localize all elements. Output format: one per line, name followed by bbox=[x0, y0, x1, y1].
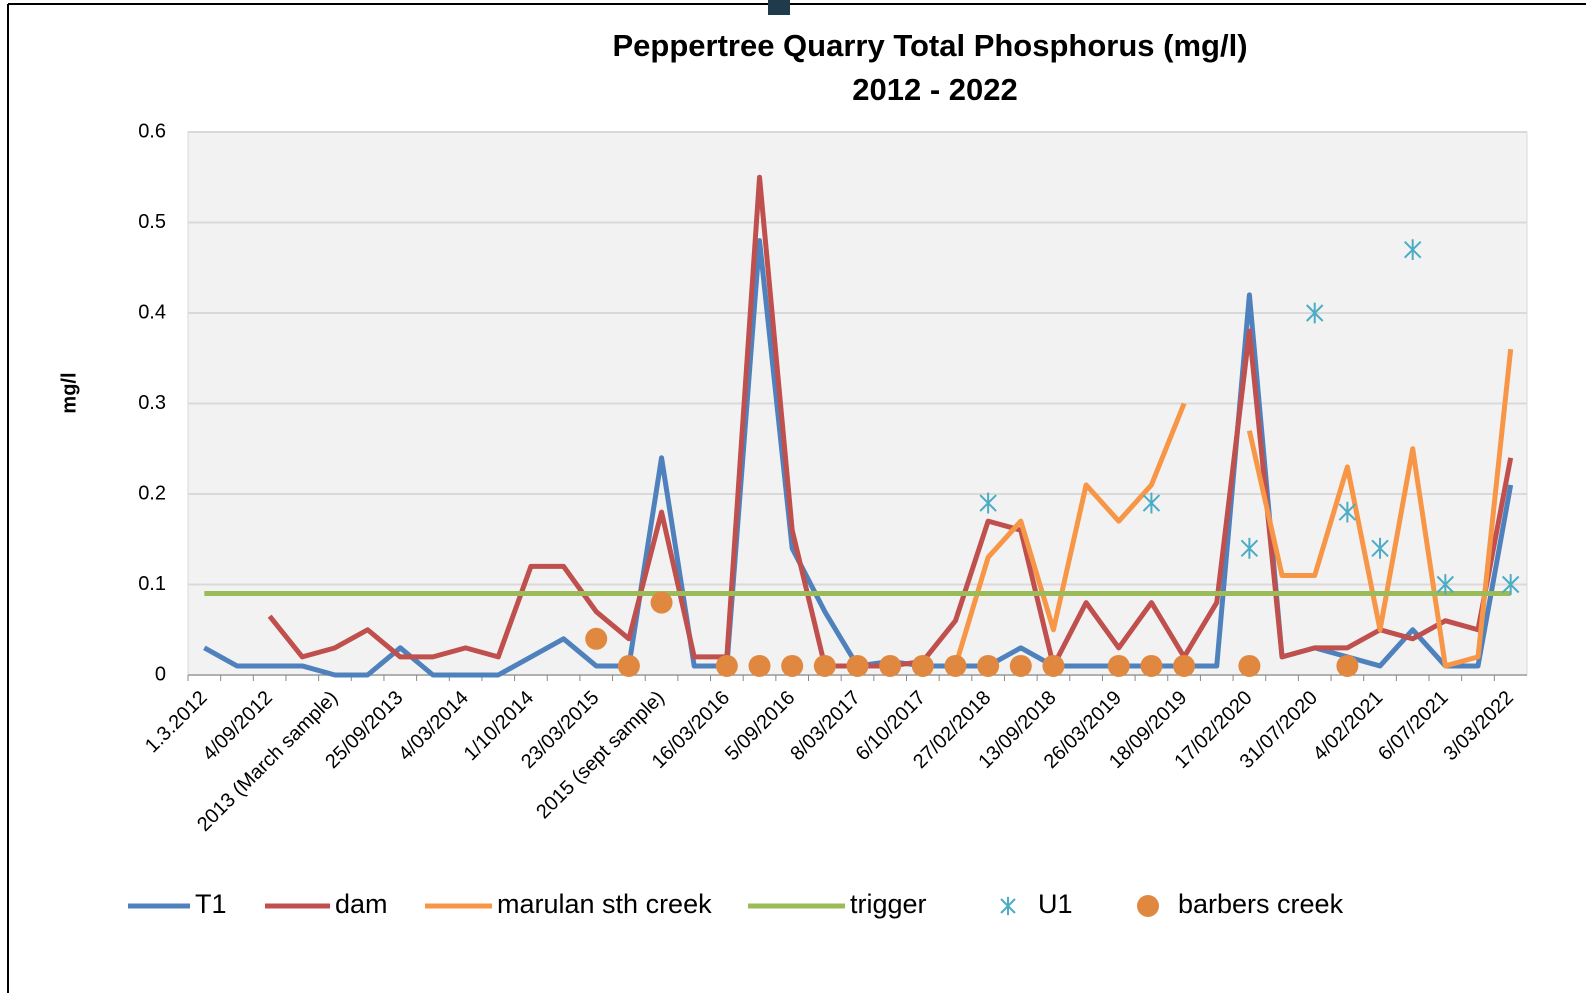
dot-marker bbox=[879, 654, 902, 677]
chart-subtitle: 2012 - 2022 bbox=[852, 72, 1017, 107]
y-tick-label: 0 bbox=[155, 663, 166, 685]
dot-marker bbox=[1107, 654, 1130, 677]
y-axis-title: mg/l bbox=[58, 372, 80, 413]
chart-title: Peppertree Quarry Total Phosphorus (mg/l… bbox=[612, 28, 1247, 63]
dot-marker bbox=[1173, 654, 1196, 677]
legend-swatch bbox=[1137, 895, 1159, 917]
dot-marker bbox=[748, 654, 771, 677]
legend-label: dam bbox=[335, 889, 388, 919]
dot-marker bbox=[781, 654, 804, 677]
dot-marker bbox=[911, 654, 934, 677]
dot-marker bbox=[585, 627, 608, 650]
star-marker bbox=[979, 492, 997, 514]
dot-marker bbox=[1042, 654, 1065, 677]
dot-marker bbox=[1140, 654, 1163, 677]
y-tick-label: 0.1 bbox=[138, 573, 166, 595]
dot-marker bbox=[813, 654, 836, 677]
dot-marker bbox=[977, 654, 1000, 677]
dot-marker bbox=[944, 654, 967, 677]
star-marker bbox=[1371, 537, 1389, 559]
dot-marker bbox=[1238, 654, 1261, 677]
dot-marker bbox=[650, 591, 673, 614]
dot-marker bbox=[617, 654, 640, 677]
legend-swatch bbox=[1000, 896, 1016, 916]
y-tick-label: 0.4 bbox=[138, 301, 166, 323]
handle bbox=[768, 0, 790, 15]
legend-label: marulan sth creek bbox=[497, 889, 712, 919]
dot-marker bbox=[1009, 654, 1032, 677]
y-tick-label: 0.2 bbox=[138, 482, 166, 504]
star-marker bbox=[1338, 501, 1357, 523]
y-tick-label: 0.5 bbox=[138, 211, 166, 233]
legend-label: U1 bbox=[1038, 889, 1073, 919]
star-marker bbox=[1306, 302, 1324, 324]
legend-label: T1 bbox=[195, 889, 227, 919]
legend-label: barbers creek bbox=[1178, 889, 1344, 919]
star-marker bbox=[1436, 574, 1455, 595]
y-tick-label: 0.3 bbox=[138, 392, 166, 414]
dot-marker bbox=[1336, 654, 1359, 677]
star-marker bbox=[1142, 492, 1161, 514]
dot-marker bbox=[715, 654, 738, 677]
series-line bbox=[953, 348, 1514, 669]
legend-label: trigger bbox=[850, 889, 927, 919]
star-marker bbox=[1501, 574, 1520, 595]
star-marker bbox=[1240, 537, 1259, 559]
y-tick-label: 0.6 bbox=[138, 120, 166, 142]
star-marker bbox=[1403, 239, 1422, 261]
dot-marker bbox=[846, 654, 869, 677]
